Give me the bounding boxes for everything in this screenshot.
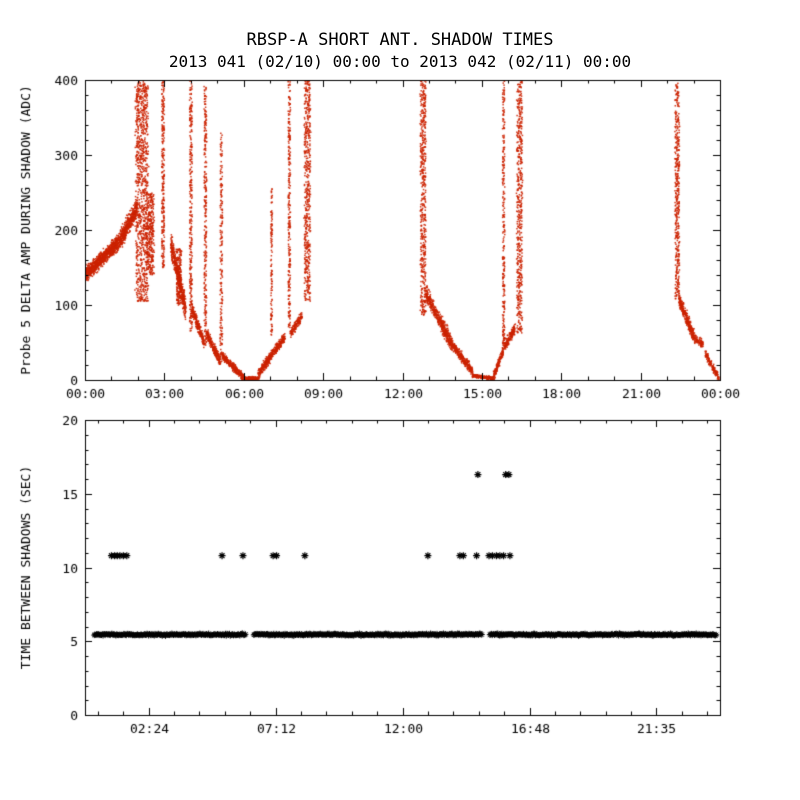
top-panel-scatter-chart: [0, 70, 800, 410]
chart-subtitle: 2013 041 (02/10) 00:00 to 2013 042 (02/1…: [168, 52, 632, 71]
chart-title: RBSP-A SHORT ANT. SHADOW TIMES: [246, 30, 554, 50]
bottom-panel-scatter-chart: [0, 410, 800, 755]
